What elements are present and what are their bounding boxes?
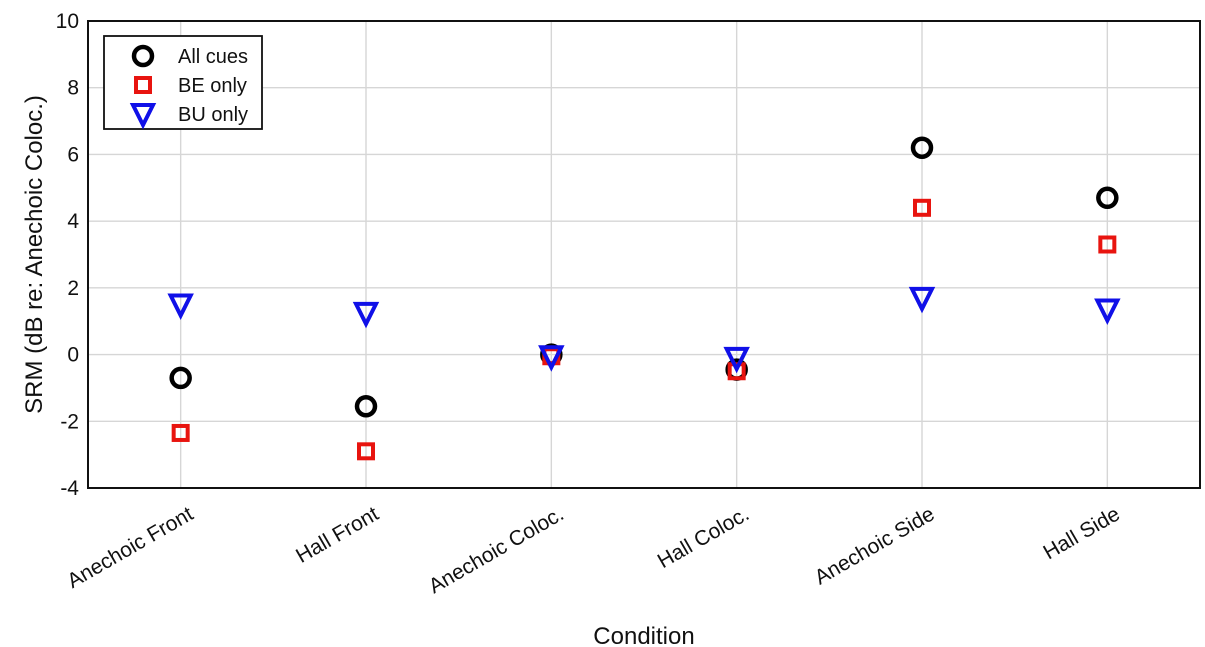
x-axis-label: Condition: [593, 623, 694, 647]
square-marker: [913, 198, 931, 217]
triangle-down-marker: [1094, 298, 1121, 326]
triangle-down-marker: [538, 345, 565, 372]
y-tick-label: 8: [67, 77, 79, 100]
series-circle: [169, 136, 1119, 418]
y-tick-label: 0: [67, 344, 79, 367]
circle-marker: [1096, 186, 1119, 210]
grid: [88, 20, 1200, 489]
triangle-down-marker: [167, 293, 194, 321]
legend-label: BE only: [178, 75, 247, 97]
circle-marker: [169, 366, 192, 390]
y-tick-label: 10: [56, 10, 79, 33]
y-tick-label: 6: [67, 143, 79, 166]
y-tick-labels: -4 -2 0 2 4 6 8 10: [56, 10, 80, 500]
x-tick-label: Anechoic Front: [63, 502, 197, 593]
y-tick-label: -4: [60, 477, 79, 500]
triangle-down-marker: [352, 301, 380, 329]
x-tick-label: Anechoic Coloc.: [425, 502, 568, 598]
circle-marker: [910, 136, 934, 160]
x-tick-labels: Anechoic Front Hall Front Anechoic Coloc. H…: [63, 502, 1123, 598]
series-triangle-down: [167, 286, 1121, 374]
legend-label: BU only: [178, 104, 248, 126]
legend-square-marker: [134, 76, 152, 94]
plot-frame: [87, 20, 1201, 489]
legend-circle-marker: [131, 44, 155, 68]
series-square: [171, 198, 1117, 461]
x-tick-label: Hall Side: [1040, 502, 1124, 564]
legend-label: All cues: [178, 46, 248, 68]
y-tick-label: 2: [67, 277, 79, 300]
square-marker: [171, 423, 190, 442]
square-marker: [727, 362, 746, 381]
y-tick-label: -2: [60, 410, 79, 433]
x-tick-label: Anechoic Side: [811, 502, 939, 589]
x-tick-label: Hall Coloc.: [654, 502, 753, 573]
x-tick-label: Hall Front: [292, 502, 382, 568]
data-markers: [167, 136, 1121, 461]
legend: All cues BE only BU only: [103, 35, 263, 130]
triangle-down-marker: [723, 346, 750, 374]
y-tick-label: 4: [67, 210, 79, 233]
circle-marker: [354, 395, 378, 418]
square-marker: [357, 442, 375, 461]
square-marker: [1098, 235, 1117, 254]
legend-triangle-down-marker: [129, 103, 157, 130]
triangle-down-marker: [908, 286, 936, 314]
y-axis-label: SRM (dB re: Anechoic Coloc.): [21, 95, 48, 414]
legend-box: [103, 35, 263, 130]
